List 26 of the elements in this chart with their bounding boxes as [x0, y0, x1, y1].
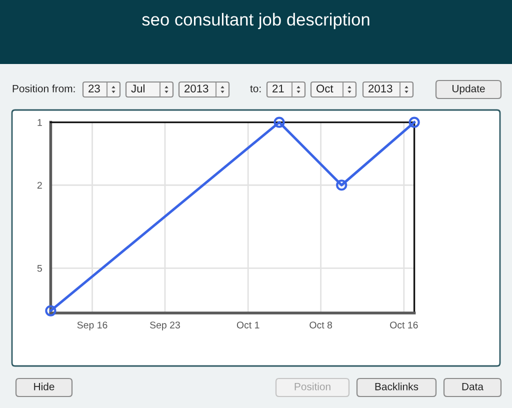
text: Update	[452, 84, 485, 94]
text: Jul	[131, 84, 144, 92]
text: 23	[88, 84, 100, 92]
text: Backlinks	[375, 382, 418, 390]
text: Position from:	[12, 84, 75, 92]
x-tick-label: Oct 1	[236, 322, 260, 328]
text: Data	[462, 383, 484, 390]
x-tick-label: Sep 23	[150, 322, 180, 330]
text: to:	[250, 85, 261, 92]
point	[274, 116, 285, 128]
x-tick-label: Oct 16	[390, 322, 418, 328]
text: 21	[272, 84, 284, 92]
y-tick-label: 2	[37, 182, 42, 189]
x-tick-label: Sep 16	[77, 322, 108, 330]
x-tick-label: Oct 8	[310, 322, 332, 328]
text: Oct	[316, 84, 334, 92]
text: Hide	[34, 382, 54, 390]
chart-title: seo consultant job description	[142, 12, 370, 30]
y-tick-label: 5	[37, 265, 42, 272]
point	[408, 116, 420, 128]
text: Position	[294, 382, 330, 390]
point	[45, 305, 56, 316]
text: 2013	[184, 84, 208, 92]
text: 2013	[368, 84, 392, 92]
y-tick-label: 1	[38, 119, 42, 126]
point	[336, 180, 348, 191]
